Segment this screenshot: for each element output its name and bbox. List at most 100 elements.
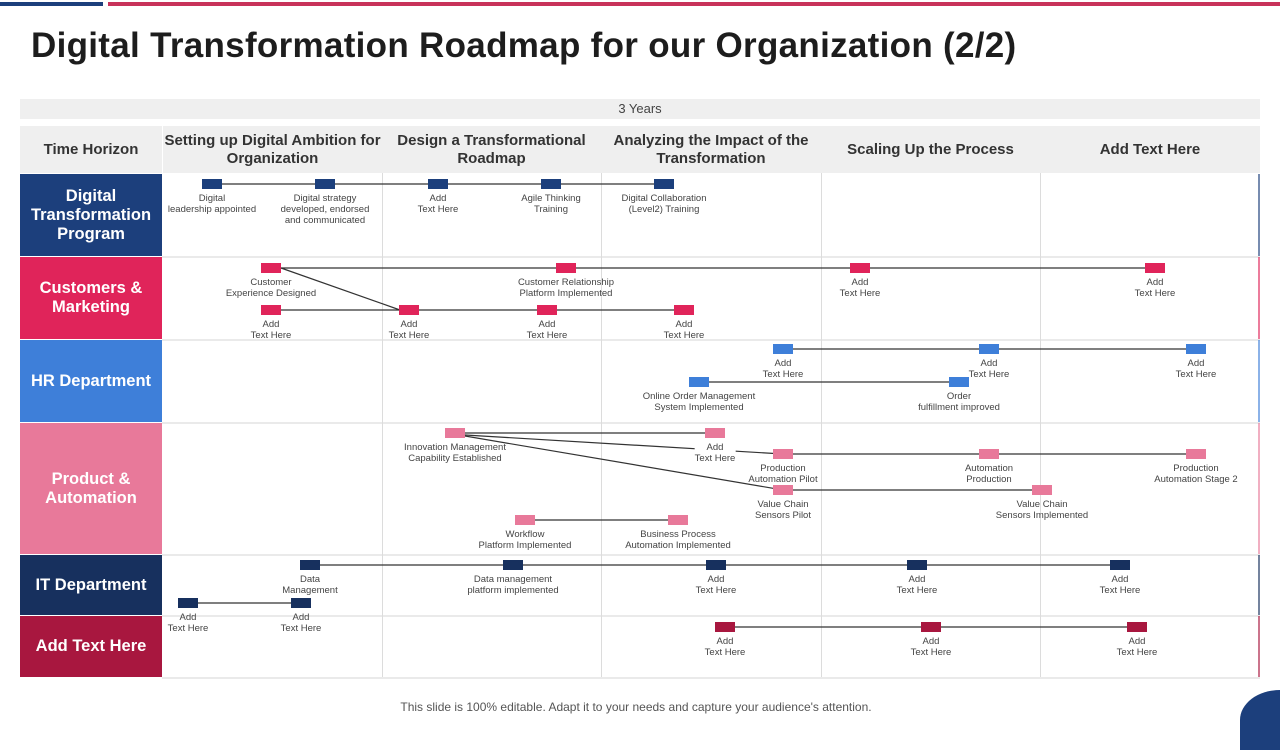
milestone-label: Business Process Automation Implemented — [625, 529, 731, 551]
milestone-label: Production Automation Pilot — [748, 463, 817, 485]
milestone-label: Agile Thinking Training — [521, 193, 581, 215]
milestone-marker[interactable] — [515, 515, 535, 525]
phase-header-5: Add Text Here — [1040, 126, 1260, 173]
milestone-marker[interactable] — [1127, 622, 1147, 632]
milestone-marker[interactable] — [261, 305, 281, 315]
milestone-marker[interactable] — [773, 485, 793, 495]
milestone-label-line: (Level2) Training — [628, 204, 700, 215]
milestone-label: Add Text Here — [696, 574, 737, 596]
milestone-marker[interactable] — [706, 560, 726, 570]
milestone-label-line: Text Here — [695, 585, 737, 596]
milestone-marker[interactable] — [668, 515, 688, 525]
milestone-label-line: Sensors Implemented — [995, 510, 1089, 521]
milestone-label-line: Order — [946, 391, 972, 402]
milestone-label-line: Online Order Management — [642, 391, 756, 402]
milestone-marker[interactable] — [1110, 560, 1130, 570]
milestone-label-line: Text Here — [968, 369, 1010, 380]
milestone-label: Add Text Here — [1117, 636, 1158, 658]
milestone-marker[interactable] — [689, 377, 709, 387]
milestone-marker[interactable] — [1186, 344, 1206, 354]
milestone-label-line: Add — [1187, 358, 1205, 369]
row-edge — [1258, 555, 1260, 615]
milestone-label-line: Add — [922, 636, 940, 647]
milestone-label-line: Production — [1173, 463, 1219, 474]
milestone-label: Customer Experience Designed — [226, 277, 316, 299]
milestone-label-line: Text Here — [663, 330, 705, 341]
milestone-label-line: Add — [908, 574, 926, 585]
milestone-marker[interactable] — [1186, 449, 1206, 459]
milestone-label: Add Text Here — [664, 319, 705, 341]
milestone-marker[interactable] — [556, 263, 576, 273]
milestone-label-line: Workflow — [505, 529, 545, 540]
milestone-label-line: Capability Established — [408, 453, 502, 464]
row-divider — [162, 615, 1260, 617]
milestone-marker[interactable] — [1145, 263, 1165, 273]
milestone-label: Online Order Management System Implemente… — [643, 391, 755, 413]
milestone-label: Add Text Here — [694, 442, 736, 464]
column-divider — [821, 173, 822, 677]
milestone-marker[interactable] — [674, 305, 694, 315]
milestone-label-line: Digital Collaboration — [621, 193, 707, 204]
milestone-marker[interactable] — [261, 263, 281, 273]
milestone-label-line: Platform Implemented — [519, 288, 613, 299]
milestone-label-line: Experience Designed — [225, 288, 317, 299]
milestone-marker[interactable] — [291, 598, 311, 608]
milestone-label-line: Add — [707, 574, 725, 585]
milestone-label: Data management platform implemented — [467, 574, 558, 596]
milestone-label-line: Add — [179, 612, 197, 623]
phase-header-1: Setting up Digital Ambition for Organiza… — [163, 126, 382, 173]
milestone-label-line: Management — [282, 585, 338, 596]
milestone-label: Add Text Here — [389, 319, 430, 341]
milestone-marker[interactable] — [315, 179, 335, 189]
milestone-label-line: Add — [706, 442, 724, 453]
milestone-marker[interactable] — [1032, 485, 1052, 495]
milestone-label-line: and communicated — [284, 215, 366, 226]
milestone-marker[interactable] — [907, 560, 927, 570]
milestone-marker[interactable] — [202, 179, 222, 189]
milestone-marker[interactable] — [715, 622, 735, 632]
milestone-label: Add Text Here — [763, 358, 804, 380]
milestone-label-line: Text Here — [280, 623, 322, 634]
row-label-4: Product & Automation — [20, 423, 162, 554]
milestone-label: Customer Relationship Platform Implemente… — [518, 277, 614, 299]
milestone-label: Add Text Here — [281, 612, 322, 634]
milestone-marker[interactable] — [654, 179, 674, 189]
milestone-label: Value Chain Sensors Implemented — [996, 499, 1088, 521]
row-label-6: Add Text Here — [20, 616, 162, 677]
page-title: Digital Transformation Roadmap for our O… — [31, 26, 1017, 65]
milestone-label-line: Add — [1111, 574, 1129, 585]
milestone-label-line: fulfillment improved — [918, 402, 1000, 413]
milestone-marker[interactable] — [537, 305, 557, 315]
milestone-label: Add Text Here — [840, 277, 881, 299]
milestone-marker[interactable] — [773, 344, 793, 354]
milestone-marker[interactable] — [773, 449, 793, 459]
milestone-label-line: Production — [966, 474, 1012, 485]
milestone-label-line: Text Here — [526, 330, 568, 341]
milestone-marker[interactable] — [705, 428, 725, 438]
connector-line — [464, 435, 784, 491]
milestone-label: Digital Collaboration (Level2) Training — [621, 193, 706, 215]
milestone-label-line: Text Here — [1099, 585, 1141, 596]
phase-header-2: Design a Transformational Roadmap — [382, 126, 601, 173]
milestone-label-line: Text Here — [762, 369, 804, 380]
milestone-label-line: Text Here — [694, 453, 736, 464]
milestone-marker[interactable] — [399, 305, 419, 315]
milestone-marker[interactable] — [979, 449, 999, 459]
milestone-marker[interactable] — [850, 263, 870, 273]
row-label-3: HR Department — [20, 340, 162, 422]
milestone-marker[interactable] — [178, 598, 198, 608]
milestone-marker[interactable] — [979, 344, 999, 354]
milestone-marker[interactable] — [428, 179, 448, 189]
milestone-marker[interactable] — [300, 560, 320, 570]
milestone-marker[interactable] — [541, 179, 561, 189]
milestone-label-line: Add — [1146, 277, 1164, 288]
milestone-label-line: Add — [429, 193, 447, 204]
milestone-marker[interactable] — [503, 560, 523, 570]
milestone-marker[interactable] — [921, 622, 941, 632]
milestone-marker[interactable] — [949, 377, 969, 387]
milestone-label-line: Add — [774, 358, 792, 369]
milestone-label: Digital strategy developed, endorsed and c… — [281, 193, 370, 226]
milestone-marker[interactable] — [445, 428, 465, 438]
milestone-label-line: Text Here — [1134, 288, 1176, 299]
milestone-label-line: Innovation Management — [404, 442, 506, 453]
